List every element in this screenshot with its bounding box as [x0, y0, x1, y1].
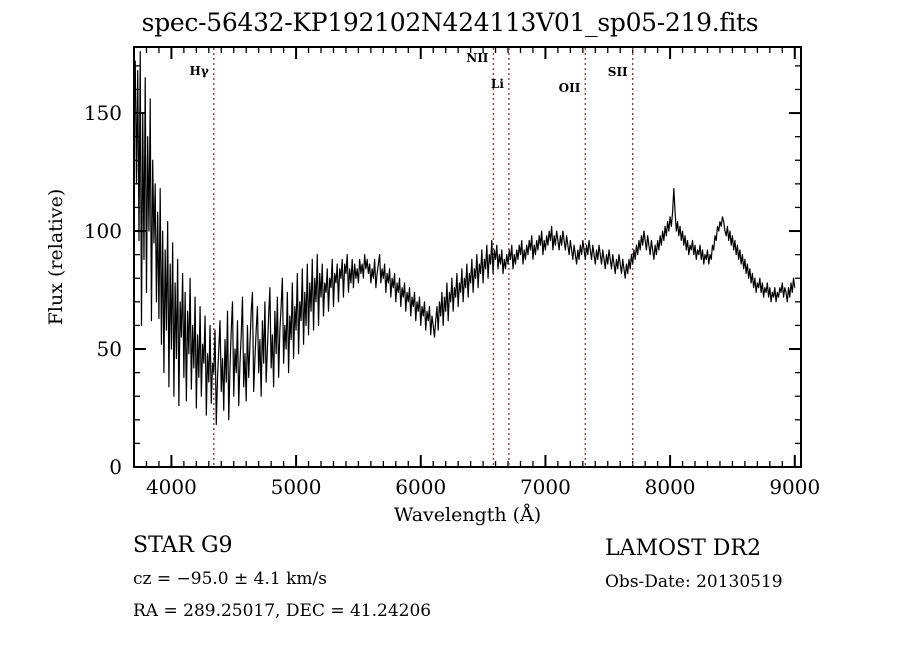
- y-axis-label: Flux (relative): [45, 189, 67, 326]
- x-tick-label: 5000: [271, 475, 322, 499]
- y-tick-label: 50: [97, 337, 122, 361]
- x-tick-label: 7000: [520, 475, 571, 499]
- page-title: spec-56432-KP192102N424113V01_sp05-219.f…: [141, 8, 759, 37]
- marker-label-sii: SII: [608, 65, 628, 79]
- spectrum-trace: [134, 51, 796, 426]
- marker-label-nii: NII: [466, 51, 489, 65]
- x-axis-label: Wavelength (Å): [394, 504, 541, 526]
- x-tick-label: 6000: [395, 475, 446, 499]
- y-tick-label: 0: [109, 455, 122, 479]
- y-tick-label: 100: [84, 219, 122, 243]
- survey-label: LAMOST DR2: [605, 536, 761, 561]
- plot-frame: [133, 46, 802, 468]
- obs-date-label: Obs-Date: 20130519: [605, 572, 783, 592]
- marker-label-oii: OII: [559, 81, 581, 95]
- x-tick-label: 8000: [645, 475, 696, 499]
- y-tick-label: 150: [84, 101, 122, 125]
- marker-label-li: Li: [491, 77, 504, 91]
- x-tick-label: 9000: [769, 475, 820, 499]
- x-tick-label: 4000: [146, 475, 197, 499]
- coordinates-label: RA = 289.25017, DEC = 41.24206: [133, 601, 432, 621]
- object-class-label: STAR G9: [133, 533, 233, 558]
- radial-velocity-label: cz = −95.0 ± 4.1 km/s: [133, 569, 327, 589]
- marker-label-h: Hγ: [190, 64, 209, 78]
